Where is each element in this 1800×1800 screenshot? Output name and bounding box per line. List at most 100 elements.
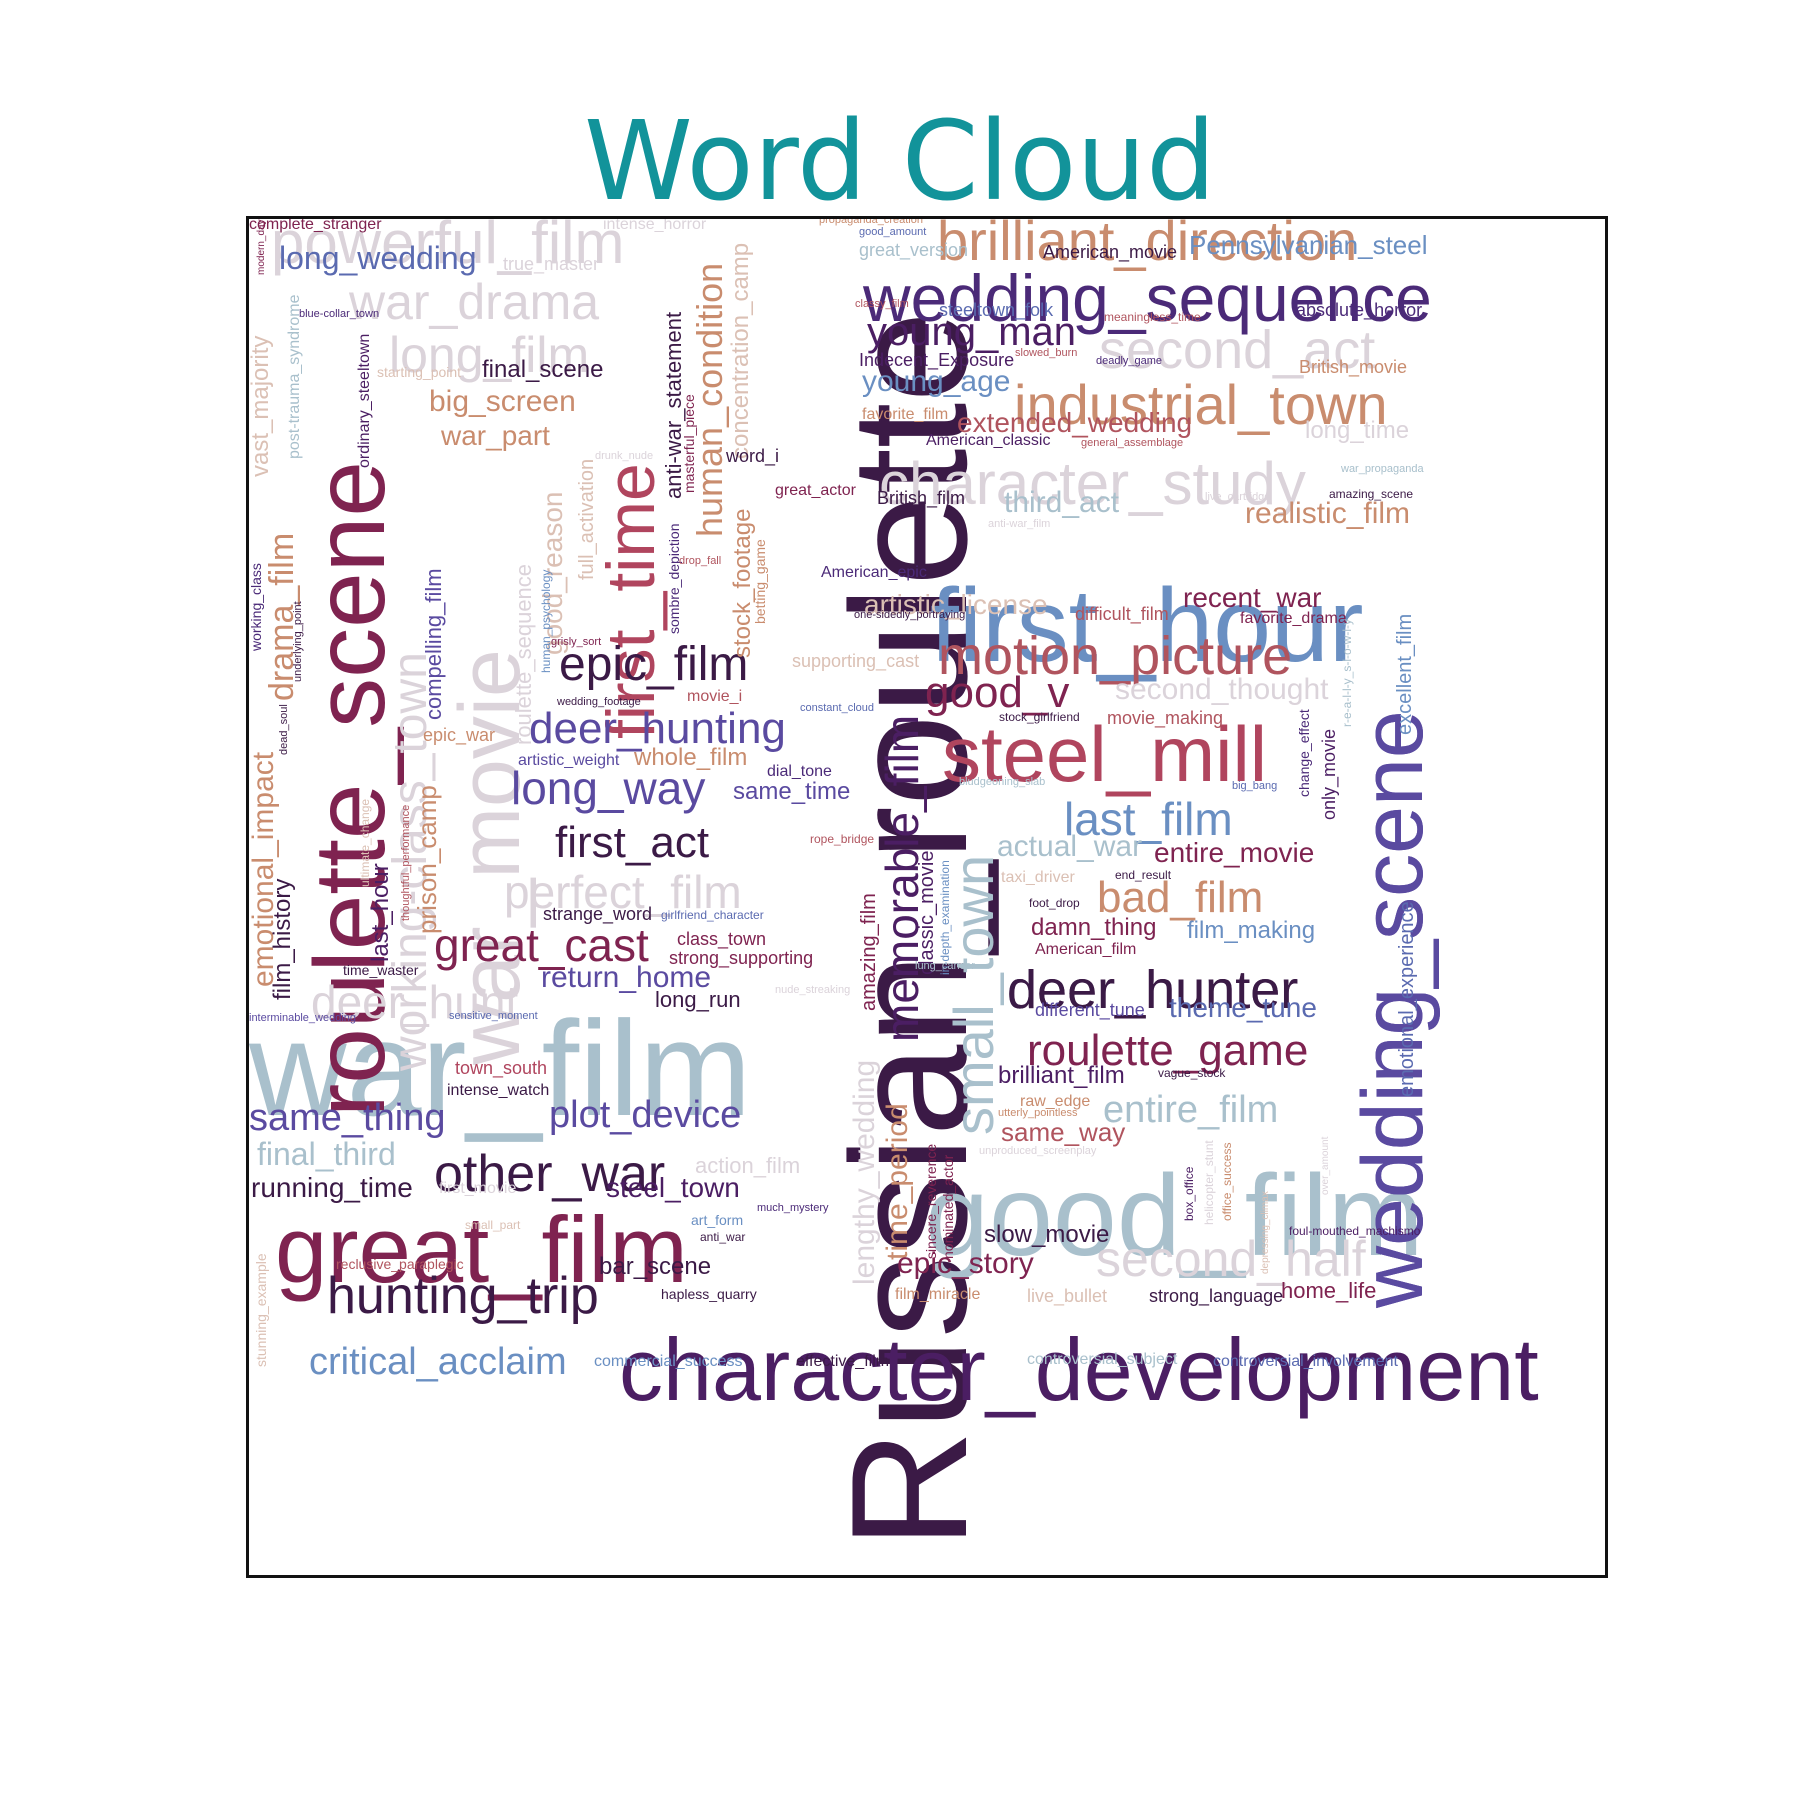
cloud-word: ultimate_change — [358, 798, 372, 887]
cloud-word: steel_town — [606, 1172, 740, 1203]
cloud-word: difficult_film — [1075, 604, 1169, 624]
cloud-word: amazing_film — [858, 893, 880, 1011]
cloud-word: foul-mouthed_machismo — [1289, 1224, 1421, 1238]
cloud-word: box_office — [1182, 1166, 1196, 1222]
cloud-word: excellent_film — [1394, 613, 1416, 735]
cloud-word: classic_movie — [916, 850, 938, 975]
cloud-word: rope_bridge — [810, 832, 875, 846]
cloud-word: commercial_success — [594, 1353, 743, 1370]
cloud-word: great_film — [275, 1197, 688, 1302]
cloud-word: bludgeoning_slab — [959, 776, 1046, 788]
cloud-word: class_town — [677, 929, 767, 949]
cloud-word: epic_war — [423, 725, 496, 745]
cloud-word: good_amount — [859, 226, 927, 238]
cloud-word: wedding_footage — [557, 696, 641, 708]
cloud-word: epic_story — [897, 1247, 1034, 1280]
cloud-word: in-depth_examination — [938, 860, 952, 975]
cloud-word: anti_war — [700, 1230, 746, 1244]
cloud-word: vague_stock — [1158, 1066, 1226, 1080]
cloud-word: third_act — [1004, 486, 1120, 519]
cloud-word: big_screen — [429, 385, 576, 418]
cloud-word: drop_fall — [679, 555, 722, 567]
cloud-word: perfect_film — [504, 866, 742, 918]
cloud-word: American_classic — [926, 432, 1051, 449]
cloud-word: long_time — [1305, 417, 1410, 444]
cloud-word: critical_acclaim — [309, 1341, 567, 1383]
cloud-word: one-sidedly_portraying — [854, 609, 966, 621]
cloud-word: motion_picture — [938, 626, 1293, 686]
cloud-word: prison_camp — [412, 785, 442, 934]
cloud-word: grisly_sort — [551, 636, 602, 648]
cloud-word: town_south — [455, 1058, 548, 1078]
cloud-word: dead_soul — [278, 704, 290, 755]
cloud-word: artistic_weight — [518, 752, 620, 769]
cloud-word: theme_tune — [1169, 992, 1317, 1023]
cloud-word: American_movie — [1043, 242, 1178, 262]
cloud-word: strong_supporting — [669, 948, 814, 968]
cloud-word: film_making — [1187, 917, 1316, 944]
cloud-word: depressing_climax — [1260, 1191, 1271, 1274]
cloud-word: live_cartridge — [1205, 491, 1271, 503]
cloud-word: different_tune — [1035, 1000, 1145, 1020]
cloud-word: first_hour — [930, 568, 1364, 684]
cloud-word: same_time — [733, 778, 851, 805]
cloud-word: great_actor — [775, 482, 856, 499]
chart-title: Word Cloud — [584, 97, 1216, 225]
cloud-word: movie_i — [687, 688, 743, 705]
cloud-word: lung_cancer — [915, 960, 975, 972]
cloud-word: long_wedding — [279, 240, 477, 276]
cloud-word: amazing_scene — [1329, 487, 1414, 501]
cloud-word: girlfriend_character — [661, 908, 764, 922]
cloud-word: strong_language — [1149, 1286, 1284, 1306]
cloud-word: only_movie — [1319, 728, 1339, 820]
cloud-word: drunk_nude — [595, 450, 654, 462]
cloud-word: deer_hunt — [311, 976, 519, 1028]
cloud-word: favorite_drama — [1240, 610, 1347, 627]
cloud-word: strange_word — [543, 904, 653, 924]
cloud-word: reclusive_paraplegic — [336, 1256, 464, 1272]
cloud-word: nude_streaking — [775, 984, 851, 996]
cloud-word: first_act — [555, 818, 710, 867]
cloud-word: effective_film — [796, 1353, 890, 1370]
cloud-word: final_scene — [482, 356, 604, 383]
cloud-word: classy_film — [855, 298, 909, 310]
cloud-word: small_town — [942, 854, 1005, 1135]
cloud-word: war_part — [441, 420, 550, 451]
cloud-word: compelling_film — [421, 568, 446, 720]
cloud-word: British_movie — [1299, 357, 1408, 377]
cloud-word: human_condition — [689, 262, 730, 537]
cloud-word: character_study — [879, 450, 1306, 517]
cloud-word: intense_watch — [447, 1082, 550, 1099]
cloud-word: masterful_piece — [681, 394, 697, 493]
cloud-word: intense_horror — [603, 216, 707, 233]
cloud-word: film_miracle — [895, 1286, 981, 1303]
cloud-word: character_development — [619, 1320, 1539, 1419]
cloud-word: betting_game — [752, 539, 768, 624]
cloud-word: last_hour — [367, 863, 394, 962]
cloud-word: first_movie — [439, 1180, 517, 1197]
cloud-word: r-e-a-l-l-y_s-l-o-w-l-y — [1340, 619, 1354, 727]
cloud-word: second_act — [1099, 320, 1376, 380]
word-cloud-frame: Russian_roulette war_film good_film charact… — [246, 216, 1608, 1578]
cloud-word: artistic_license — [864, 589, 1048, 620]
cloud-word: great_cast — [434, 919, 649, 971]
cloud-word: small_part — [465, 1218, 521, 1232]
cloud-word: working_class — [248, 563, 264, 651]
cloud-word: starting_point — [377, 364, 462, 380]
cloud-word: running_time — [251, 1172, 413, 1203]
cloud-word: epic_film — [559, 638, 749, 691]
cloud-word: interminable_wedding — [249, 1012, 357, 1024]
cloud-word: modern_day — [256, 219, 267, 275]
cloud-word: big_bang — [1232, 780, 1278, 792]
cloud-word: lengthy_wedding — [848, 1059, 881, 1285]
cloud-word: damn_thing — [1031, 914, 1157, 941]
cloud-word: bar_scene — [599, 1253, 712, 1280]
cloud-word: time_period — [881, 1103, 914, 1260]
cloud-word: utterly_pointless — [998, 1107, 1078, 1119]
cloud-word: American_film — [1035, 941, 1137, 958]
cloud-word: slowed_burn — [1015, 347, 1078, 359]
cloud-word: art_form — [691, 1212, 744, 1228]
cloud-word: supporting_cast — [792, 651, 920, 671]
cloud-word: movie_making — [1107, 708, 1224, 728]
cloud-word: young_age — [862, 365, 1011, 398]
